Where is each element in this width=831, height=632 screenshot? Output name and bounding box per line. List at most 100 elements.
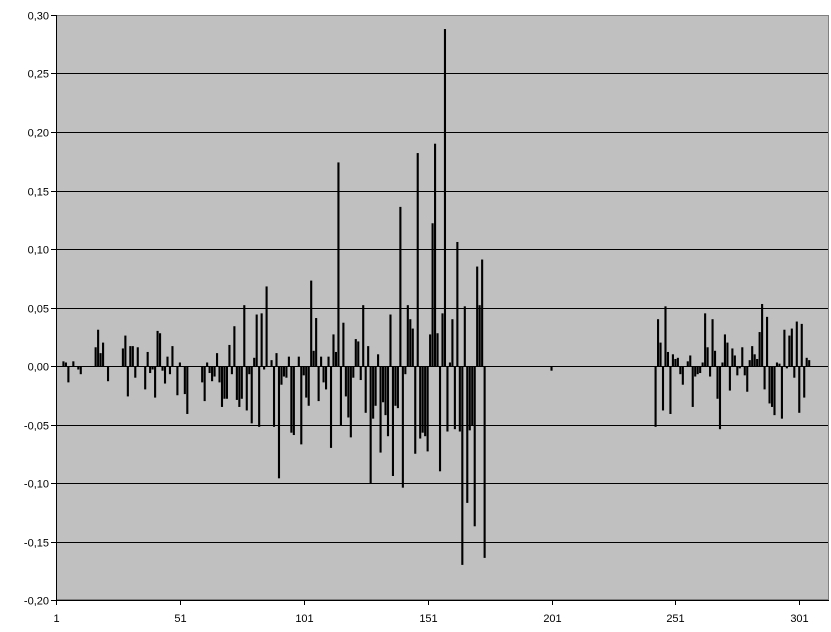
x-tick-label: 251 xyxy=(666,613,684,625)
bar xyxy=(248,366,251,375)
bar xyxy=(245,366,248,411)
bar xyxy=(310,280,313,366)
bar xyxy=(426,366,429,452)
bar xyxy=(374,366,377,406)
bar xyxy=(243,305,246,366)
bar xyxy=(773,366,776,416)
bar xyxy=(121,348,124,366)
bar xyxy=(793,366,796,378)
bar xyxy=(186,366,189,414)
bar xyxy=(763,366,766,390)
bar xyxy=(258,366,261,427)
bar xyxy=(661,366,665,411)
bar xyxy=(377,354,380,366)
bar xyxy=(761,303,764,366)
bar xyxy=(77,366,80,370)
bar xyxy=(401,366,404,488)
x-axis-ticks: 1 51 101 151 201 251 301 xyxy=(53,600,809,625)
bar xyxy=(238,366,241,407)
bar xyxy=(339,366,342,426)
bar xyxy=(272,366,276,427)
bar xyxy=(213,366,216,377)
bar xyxy=(666,351,670,366)
bar xyxy=(686,361,689,366)
bar xyxy=(758,332,761,366)
bar xyxy=(748,360,751,366)
bar xyxy=(448,362,451,366)
bar xyxy=(220,366,224,407)
bar xyxy=(156,330,159,366)
bar xyxy=(481,259,484,366)
bar xyxy=(775,362,779,366)
bars xyxy=(62,29,811,565)
bar xyxy=(233,326,236,366)
bar xyxy=(741,347,744,366)
plot-area xyxy=(56,15,829,600)
bar xyxy=(203,366,206,402)
bar xyxy=(446,366,449,432)
bar xyxy=(354,339,357,366)
bar xyxy=(154,366,157,398)
bar xyxy=(211,366,214,382)
bar xyxy=(409,319,412,366)
bar xyxy=(359,366,362,381)
bar xyxy=(404,366,407,375)
bar xyxy=(372,366,375,419)
bar xyxy=(302,366,305,376)
bar xyxy=(657,319,660,366)
bar xyxy=(466,366,469,503)
bar xyxy=(704,313,707,366)
bar xyxy=(67,366,70,383)
bar xyxy=(97,329,100,366)
bar xyxy=(751,346,754,366)
bar xyxy=(416,153,419,366)
bar xyxy=(709,366,712,377)
bar xyxy=(411,328,414,366)
bar xyxy=(300,366,303,445)
bar xyxy=(701,362,704,366)
bar xyxy=(386,366,390,437)
bar xyxy=(292,366,295,436)
bar xyxy=(102,342,105,366)
bar xyxy=(379,366,382,453)
bar xyxy=(64,362,67,366)
bar xyxy=(337,162,340,366)
bar xyxy=(315,318,318,366)
bar xyxy=(364,366,367,413)
bar xyxy=(277,366,281,479)
bar xyxy=(124,335,127,366)
bar xyxy=(391,366,395,476)
y-tick-label: -0,10 xyxy=(24,479,49,491)
bar xyxy=(434,143,437,366)
bar xyxy=(305,366,308,398)
bar xyxy=(778,363,781,366)
bar xyxy=(161,366,164,371)
bar xyxy=(240,366,243,399)
bar xyxy=(99,353,102,366)
bar xyxy=(451,319,454,366)
bar xyxy=(228,344,231,366)
bar xyxy=(443,29,447,366)
bar xyxy=(369,366,372,483)
bar xyxy=(711,319,714,366)
bar xyxy=(178,362,181,366)
x-tick-label: 301 xyxy=(790,613,808,625)
bar xyxy=(681,366,684,385)
bar xyxy=(478,305,481,366)
bar xyxy=(134,366,137,378)
bar xyxy=(151,366,154,370)
bar xyxy=(699,366,702,374)
bar xyxy=(436,333,439,366)
bar xyxy=(473,366,476,527)
bar xyxy=(419,366,422,439)
bar xyxy=(706,347,709,366)
bar xyxy=(438,366,442,472)
bar xyxy=(766,316,769,366)
bar xyxy=(260,313,263,366)
bar xyxy=(421,366,424,433)
bar xyxy=(788,335,791,366)
bar xyxy=(691,366,694,407)
bar xyxy=(367,346,370,366)
bar xyxy=(441,313,444,366)
bar xyxy=(738,366,741,369)
